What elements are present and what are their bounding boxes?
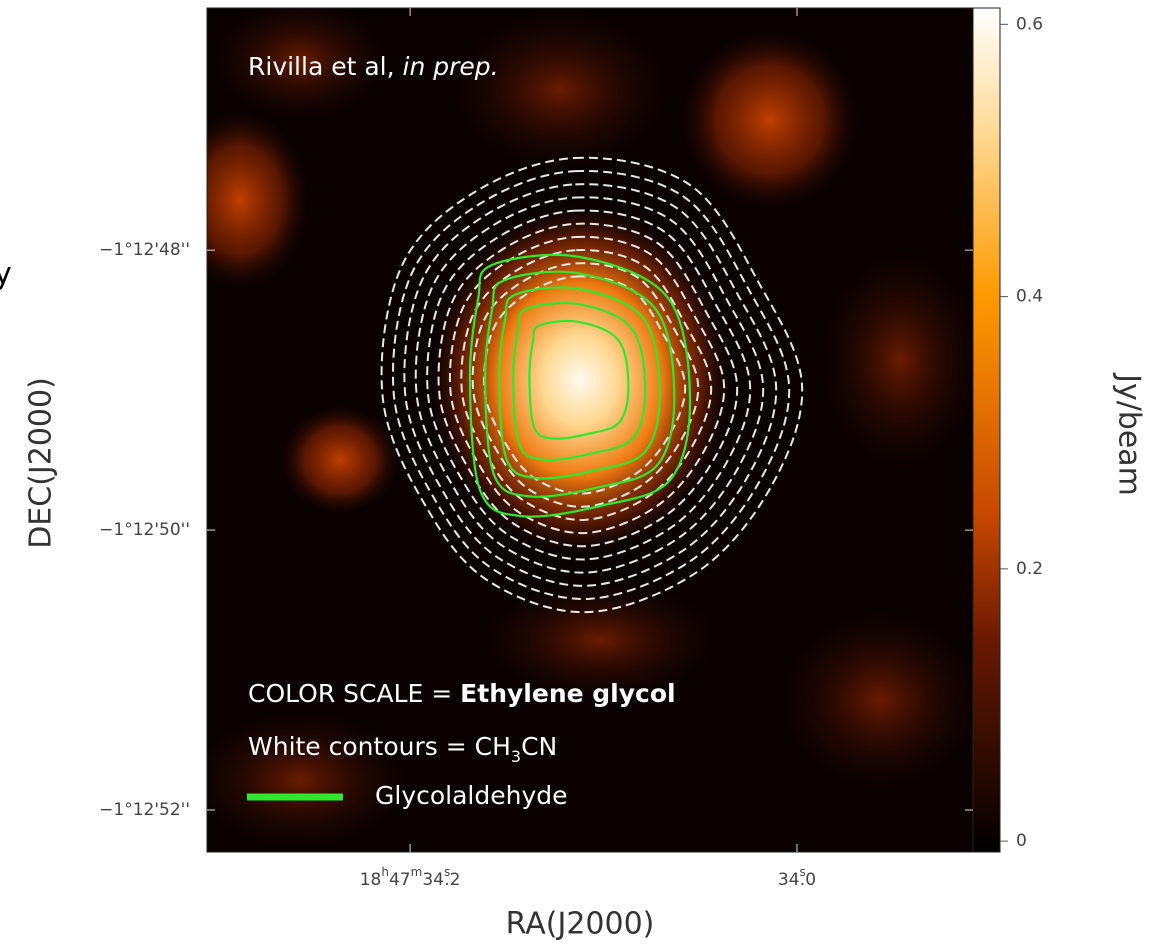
green-contour [468,253,692,518]
y-tick-label: −1°12'50'' [99,520,190,540]
colorbar [972,7,1001,853]
tick-label-part: 18 [360,870,382,890]
x-axis-label: RA(J2000) [506,907,655,942]
tick-label-part: s [444,865,450,879]
tick-label-part: 34 [422,870,444,890]
white-contour [483,275,687,495]
credit: Rivilla et al, in prep. [248,52,499,81]
white-contour [460,249,713,521]
white-contour [403,183,778,587]
tick-label-part: h [381,865,389,879]
colorbar-tick-label: 0.6 [1016,14,1043,34]
cut-text: y [0,257,12,292]
tick-label-part: m [411,865,423,879]
white-contour [414,196,765,574]
white-contour [437,222,739,548]
white-contour [471,262,700,508]
white-contour [426,209,752,561]
tick-label-part: .2 [444,870,460,890]
white-contour [448,235,726,535]
colorbar-tick-label: 0 [1016,831,1027,851]
y-tick-label: −1°12'48'' [99,240,190,260]
intensity-map [207,8,973,852]
green-contour [528,319,630,440]
tick-label-part: 34 [778,870,800,890]
colorbar-label: Jy/beam [1112,372,1147,496]
x-tick-label: 18h47m34s.2 [360,865,461,891]
white-contour [392,169,791,600]
color-scale-note: COLOR SCALE = Ethylene glycol [248,679,676,708]
x-tick-label: 34s.0 [778,865,816,891]
tick-label-part: 47 [389,870,411,890]
y-axis-label: DEC(J2000) [24,377,59,549]
green-contour [484,270,676,498]
legend-label: Glycolaldehyde [375,781,568,810]
y-tick-label: −1°12'52'' [99,800,190,820]
tick-label-part: s [800,865,806,879]
green-contour [498,286,661,480]
contour-note: White contours = CH3CN [248,732,557,766]
colorbar-tick-label: 0.2 [1016,559,1043,579]
green-contour [512,301,647,462]
colorbar-tick-label: 0.4 [1016,287,1043,307]
contours [380,156,804,614]
tick-label-part: .0 [800,870,816,890]
white-contour [380,156,804,614]
